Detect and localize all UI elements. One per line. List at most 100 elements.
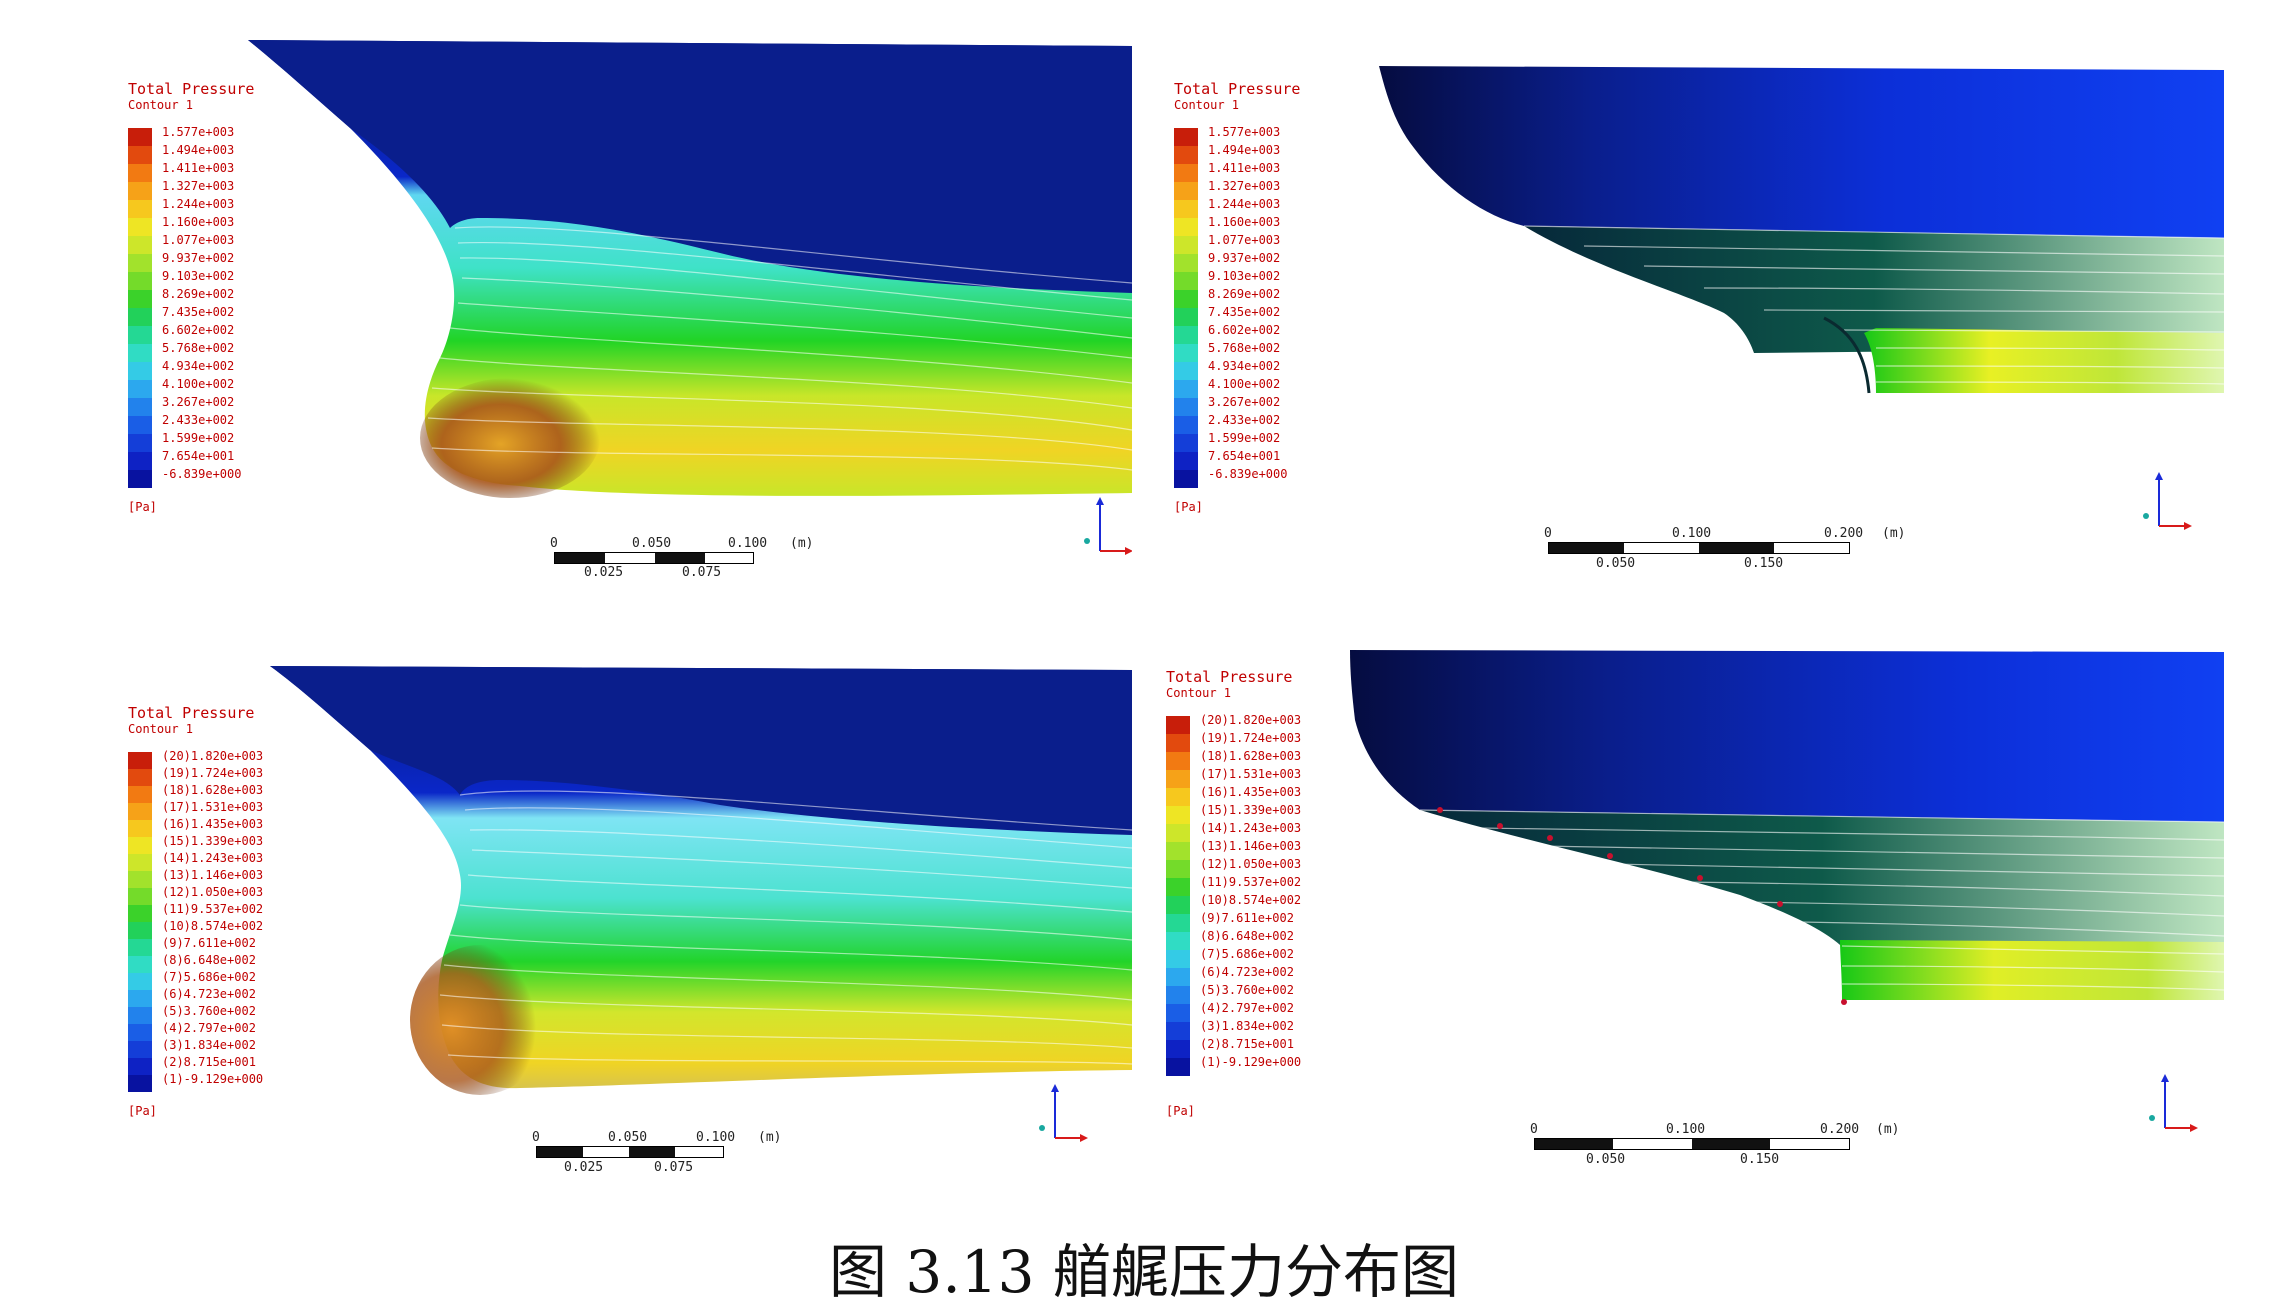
scale-label: 0.100	[1666, 1122, 1706, 1137]
axis-triad-icon	[1065, 493, 1132, 563]
legend-subtitle: Contour 1	[1174, 98, 1240, 112]
tick: (12)1.050e+003	[1200, 857, 1302, 871]
tick: 7.435e+002	[1208, 305, 1281, 319]
scale-label: 0.200	[1824, 526, 1864, 541]
tick: 4.100e+002	[162, 377, 235, 391]
scale-bar: 0 0.050 0.100 (m) 0.025 0.075	[532, 1130, 792, 1175]
tick: 5.768e+002	[162, 341, 235, 355]
tick: (15)1.339e+003	[162, 834, 264, 848]
axis-triad-icon	[1020, 1080, 1090, 1150]
tick: (3)1.834e+002	[1200, 1019, 1294, 1033]
tick: (19)1.724e+003	[1200, 731, 1302, 745]
tick: (8)6.648e+002	[162, 953, 256, 967]
panel-stern-top: Total Pressure Contour 1 1.577e+003 1.494…	[1164, 48, 2224, 578]
tick: (6)4.723e+002	[1200, 965, 1294, 979]
scale-label: 0	[550, 536, 558, 551]
tick: 4.934e+002	[1208, 359, 1281, 373]
tick: (5)3.760e+002	[1200, 983, 1294, 997]
tick: (8)6.648e+002	[1200, 929, 1294, 943]
tick: (13)1.146e+003	[162, 868, 264, 882]
tick: (16)1.435e+003	[162, 817, 264, 831]
tick: 4.934e+002	[162, 359, 235, 373]
scale-bar-graphic	[536, 1146, 724, 1158]
scale-label: (m)	[1882, 526, 1906, 541]
legend-subtitle: Contour 1	[128, 722, 194, 736]
scale-bar: 0 0.100 0.200 (m) 0.050 0.150	[1530, 1122, 1899, 1167]
tick: (4)2.797e+002	[1200, 1001, 1294, 1015]
tick: (12)1.050e+003	[162, 885, 264, 899]
tick: (10)8.574e+002	[162, 919, 264, 933]
tick: 1.327e+003	[162, 179, 235, 193]
scale-label: 0	[1530, 1122, 1538, 1137]
colorbar	[128, 128, 152, 488]
legend-ticks: (20)1.820e+003 (19)1.724e+003 (18)1.628e+0…	[162, 750, 263, 1090]
scale-label: 0.050	[632, 536, 672, 551]
tick: (11)9.537e+002	[162, 902, 264, 916]
scale-label: 0.050	[1586, 1152, 1626, 1167]
tick: 8.269e+002	[162, 287, 235, 301]
scale-label: 0	[532, 1130, 540, 1145]
legend-ticks: 1.577e+003 1.494e+003 1.411e+003 1.327e+003…	[1208, 126, 1287, 486]
tick: 9.103e+002	[162, 269, 235, 283]
hull-contour-stern-bottom	[1350, 650, 2224, 1005]
scale-bar-graphic	[554, 552, 754, 564]
tick: 1.577e+003	[1208, 125, 1281, 139]
scale-label: 0.100	[728, 536, 768, 551]
scale-label: (m)	[1876, 1122, 1900, 1137]
tick: 2.433e+002	[162, 413, 235, 427]
tick: 8.269e+002	[1208, 287, 1281, 301]
tick: (20)1.820e+003	[1200, 713, 1302, 727]
tick: (2)8.715e+001	[162, 1055, 256, 1069]
tick: 2.433e+002	[1208, 413, 1281, 427]
tick: (9)7.611e+002	[162, 936, 256, 950]
tick: 9.937e+002	[162, 251, 235, 265]
tick: 1.244e+003	[1208, 197, 1281, 211]
panel-bow-top: Total Pressure Contour 1 1.577e+003 1.494…	[120, 38, 1132, 578]
tick: (17)1.531e+003	[1200, 767, 1302, 781]
legend-ticks: 1.577e+003 1.494e+003 1.411e+003 1.327e+003…	[162, 126, 241, 486]
scale-label: (m)	[790, 536, 814, 551]
scale-label: 0.200	[1820, 1122, 1860, 1137]
scale-label: 0.075	[654, 1160, 694, 1175]
panel-stern-bottom: Total Pressure Contour 1 (20)1.820e+003(…	[1140, 650, 2224, 1180]
legend-title: Total Pressure	[128, 80, 255, 98]
tick: 1.494e+003	[162, 143, 235, 157]
legend-stern-bottom: Total Pressure Contour 1 (20)1.820e+003(…	[1166, 668, 1301, 1118]
scale-label: 0.050	[608, 1130, 648, 1145]
scale-label: 0.025	[564, 1160, 604, 1175]
colorbar	[1166, 716, 1190, 1076]
panel-bow-bottom: Total Pressure Contour 1 (20)1.820e+003(…	[120, 660, 1132, 1180]
legend-title: Total Pressure	[128, 704, 255, 722]
legend-unit: [Pa]	[128, 500, 157, 514]
tick: (7)5.686e+002	[162, 970, 256, 984]
scale-label: 0.100	[696, 1130, 736, 1145]
tick: -6.839e+000	[1208, 467, 1288, 481]
tick: 1.599e+002	[162, 431, 235, 445]
tick: 7.654e+001	[1208, 449, 1281, 463]
hull-contour-bow-bottom	[270, 666, 1132, 1095]
legend-stern-top: Total Pressure Contour 1 1.577e+003 1.494…	[1174, 80, 1300, 514]
tick: (3)1.834e+002	[162, 1038, 256, 1052]
scale-bar-graphic	[1548, 542, 1850, 554]
scale-label: 0.025	[584, 565, 624, 578]
tick: (4)2.797e+002	[162, 1021, 256, 1035]
hull-contour-stern-top	[1379, 66, 2224, 394]
tick: 3.267e+002	[1208, 395, 1281, 409]
tick: 3.267e+002	[162, 395, 235, 409]
tick: (18)1.628e+003	[162, 783, 264, 797]
tick: 5.768e+002	[1208, 341, 1281, 355]
legend-subtitle: Contour 1	[128, 98, 194, 112]
legend-title: Total Pressure	[1166, 668, 1293, 686]
tick: 1.599e+002	[1208, 431, 1281, 445]
tick: 6.602e+002	[1208, 323, 1281, 337]
scale-label: 0.050	[1596, 556, 1636, 571]
tick: 1.577e+003	[162, 125, 235, 139]
scale-label: 0.100	[1672, 526, 1712, 541]
scale-label: (m)	[758, 1130, 782, 1145]
tick: (9)7.611e+002	[1200, 911, 1294, 925]
legend-ticks: (20)1.820e+003 (19)1.724e+003 (18)1.628e+0…	[1200, 714, 1301, 1074]
tick: (17)1.531e+003	[162, 800, 264, 814]
legend-unit: [Pa]	[128, 1104, 157, 1118]
tick: 1.411e+003	[162, 161, 235, 175]
tick: (18)1.628e+003	[1200, 749, 1302, 763]
